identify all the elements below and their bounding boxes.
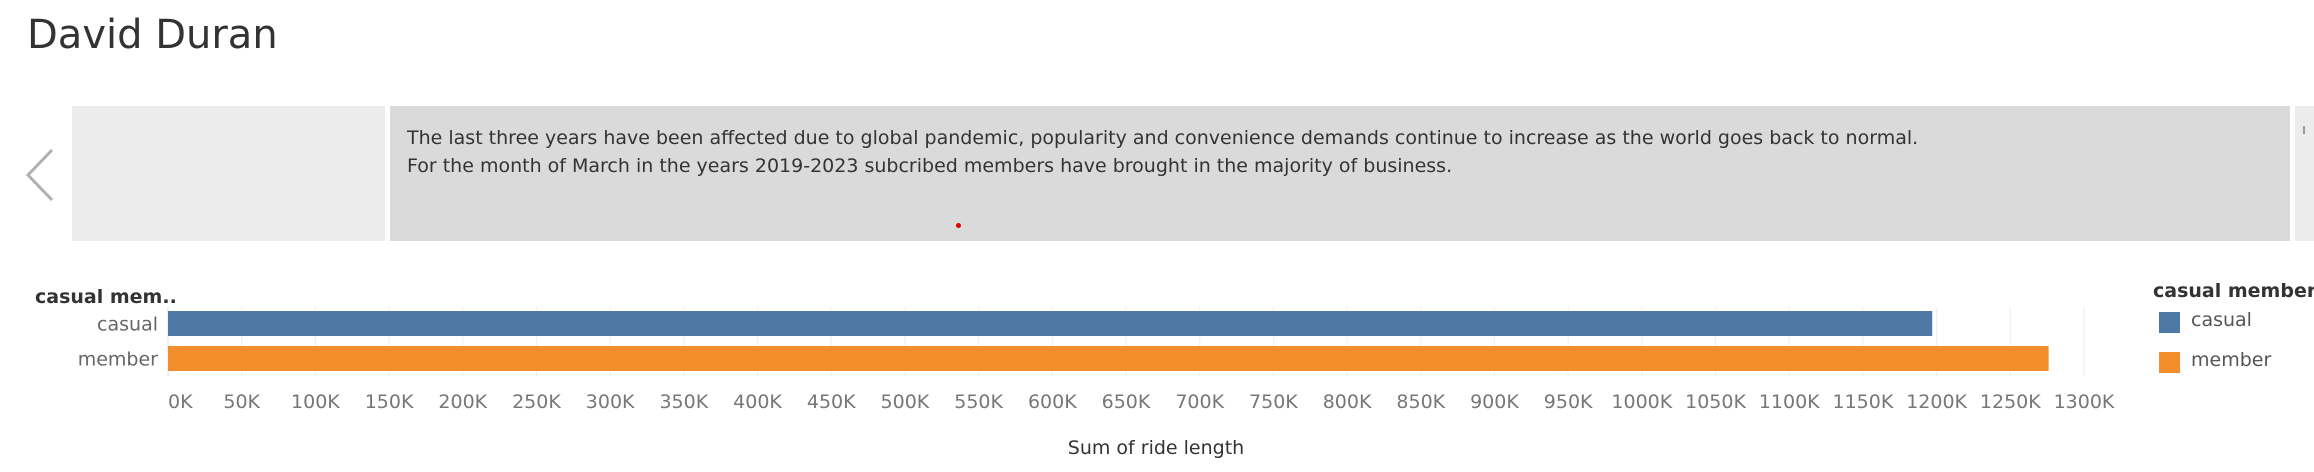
bar-member[interactable] (168, 346, 2049, 371)
bar-casual[interactable] (168, 311, 1933, 336)
x-tick-label: 950K (1544, 391, 1593, 413)
x-tick-label: 50K (223, 391, 260, 413)
x-tick-label: 600K (1028, 391, 1077, 413)
story-caption-line-1: The last three years have been affected … (407, 127, 1919, 149)
x-tick-label: 1250K (1980, 391, 2041, 413)
x-tick-label: 350K (659, 391, 708, 413)
x-tick-label: 700K (1175, 391, 1224, 413)
story-point-current[interactable]: The last three years have been affected … (390, 106, 2290, 241)
previous-story-point-button[interactable] (22, 146, 62, 204)
chart-bars (168, 311, 2049, 371)
x-tick-label: 850K (1396, 391, 1445, 413)
x-tick-label: 400K (733, 391, 782, 413)
legend-label-casual: casual (2191, 309, 2252, 331)
x-tick-label: 450K (807, 391, 856, 413)
x-tick-label: 200K (438, 391, 487, 413)
x-axis-title: Sum of ride length (1068, 437, 1244, 459)
story-caption: The last three years have been affected … (407, 124, 2270, 180)
x-tick-label: 250K (512, 391, 561, 413)
legend-swatch-member (2159, 352, 2180, 373)
story-caption-line-2: For the month of March in the years 2019… (407, 155, 1453, 177)
legend-label-member: member (2191, 349, 2272, 371)
category-label-casual: casual (97, 314, 158, 336)
next-story-point-mark (2303, 126, 2305, 134)
story-point-next[interactable] (2295, 106, 2314, 241)
x-tick-label: 1300K (2054, 391, 2115, 413)
legend-item-casual[interactable]: casual (2153, 308, 2313, 342)
x-tick-label: 1050K (1685, 391, 1746, 413)
x-tick-label: 1000K (1611, 391, 1672, 413)
x-tick-label: 0K (168, 391, 193, 413)
x-tick-label: 650K (1102, 391, 1151, 413)
x-tick-label: 750K (1249, 391, 1298, 413)
category-label-member: member (78, 349, 158, 371)
x-tick-label: 1200K (1906, 391, 1967, 413)
x-axis-ticks: 0K 50K 100K 150K 200K 250K 300K 350K 400K 450K 500… (168, 391, 2115, 413)
x-tick-label: 1100K (1759, 391, 1820, 413)
chevron-left-icon (25, 148, 54, 202)
page-title: David Duran (27, 12, 278, 58)
story-point-previous[interactable] (72, 106, 385, 241)
bar-chart: casual mem.. casual member 0K 50K 100K 150K 2… (35, 286, 2115, 459)
x-tick-label: 1150K (1833, 391, 1894, 413)
x-tick-label: 550K (954, 391, 1003, 413)
x-tick-label: 900K (1470, 391, 1519, 413)
category-labels: casual member (78, 314, 158, 371)
legend: casual members casual member (2153, 280, 2314, 382)
x-tick-label: 100K (291, 391, 340, 413)
story-navigator: The last three years have been affected … (72, 106, 2314, 241)
legend-item-member[interactable]: member (2153, 348, 2313, 382)
legend-swatch-casual (2159, 312, 2180, 333)
x-tick-label: 500K (881, 391, 930, 413)
x-tick-label: 300K (586, 391, 635, 413)
x-tick-label: 150K (365, 391, 414, 413)
indicator-dot (956, 223, 961, 228)
row-header: casual mem.. (35, 286, 177, 308)
legend-title: casual members (2153, 280, 2314, 302)
x-tick-label: 800K (1323, 391, 1372, 413)
